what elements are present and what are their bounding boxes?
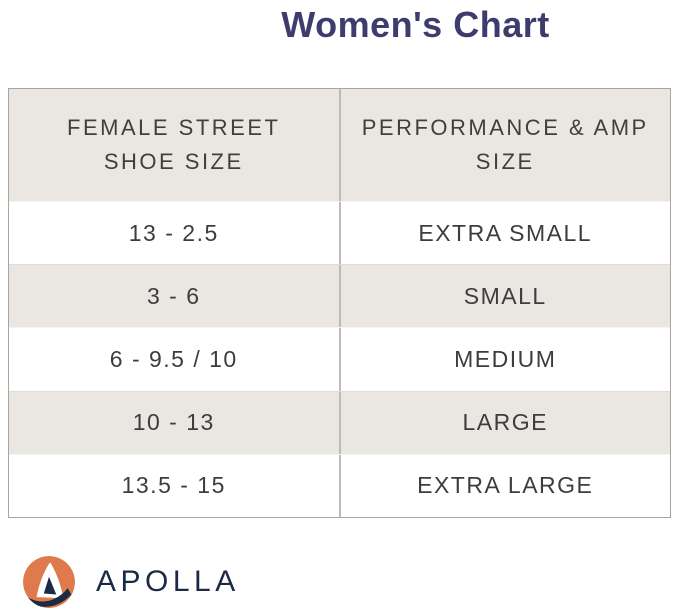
amp-size-value-cell: SMALL bbox=[463, 282, 547, 309]
table-row: 3 - 6 SMALL bbox=[9, 264, 670, 328]
amp-size-value-cell: EXTRA LARGE bbox=[417, 472, 594, 499]
apolla-logo: APOLLA bbox=[23, 556, 240, 608]
table-row: 10 - 13 LARGE bbox=[9, 390, 670, 454]
shoe-size-value-cell: 13 - 2.5 bbox=[9, 202, 341, 265]
table-row: 6 - 9.5 / 10 MEDIUM bbox=[9, 327, 670, 391]
table-header-row: FEMALE STREET SHOE SIZE PERFORMANCE & AM… bbox=[9, 89, 670, 201]
table-row: 13 - 2.5 EXTRA SMALL bbox=[9, 201, 670, 265]
column-header-amp-size: PERFORMANCE & AMP SIZE bbox=[341, 89, 671, 201]
column-header-shoe-size-line1: FEMALE STREET bbox=[67, 115, 281, 140]
column-header-shoe-size: FEMALE STREET SHOE SIZE bbox=[9, 89, 341, 201]
column-header-shoe-size-line2: SHOE SIZE bbox=[103, 149, 244, 174]
apolla-brand-name: APOLLA bbox=[96, 565, 240, 598]
shoe-size-value-cell: 10 - 13 bbox=[9, 391, 341, 454]
column-header-amp-size-line1: PERFORMANCE & AMP bbox=[361, 115, 649, 140]
apolla-logo-icon bbox=[23, 556, 75, 608]
size-chart-table: FEMALE STREET SHOE SIZE PERFORMANCE & AM… bbox=[8, 88, 671, 518]
shoe-size-value-cell: 6 - 9.5 / 10 bbox=[9, 328, 341, 391]
page-title: Women's Chart bbox=[281, 4, 550, 45]
column-header-amp-size-line2: SIZE bbox=[475, 149, 535, 174]
amp-size-value-cell: MEDIUM bbox=[454, 346, 557, 372]
shoe-size-value-cell: 13.5 - 15 bbox=[9, 454, 341, 518]
table-row: 13.5 - 15 EXTRA LARGE bbox=[9, 453, 670, 518]
amp-size-value-cell: EXTRA SMALL bbox=[418, 219, 593, 246]
amp-size-value-cell: LARGE bbox=[462, 409, 548, 436]
shoe-size-value-cell: 3 - 6 bbox=[9, 265, 341, 328]
